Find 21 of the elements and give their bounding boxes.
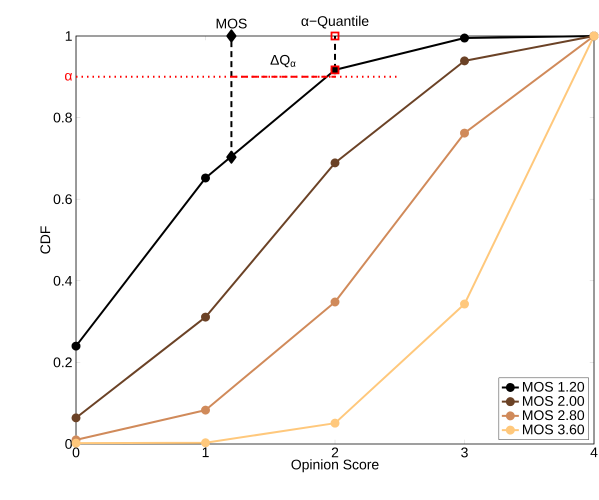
x-tick-label: 3 (461, 447, 468, 458)
legend-label: MOS 2.00 (522, 396, 584, 406)
x-tick-label: 1 (202, 448, 209, 458)
x-tick-label: 0 (72, 447, 80, 458)
legend-label: MOS 2.80 (522, 410, 584, 420)
annotation: α (65, 72, 72, 81)
y-tick-label: 0.8 (54, 112, 72, 123)
y-tick-label: 0.2 (54, 357, 72, 368)
x-tick-label: 4 (590, 448, 598, 458)
y-tick-label: 0 (65, 439, 72, 449)
annotation: MOS (216, 18, 247, 28)
y-axis-title: CDF (40, 226, 50, 254)
annotation: ΔQ$_{α}$ (270, 54, 296, 68)
y-tick-label: 0.4 (54, 276, 72, 286)
legend-label: MOS 1.20 (522, 382, 584, 392)
legend-label: MOS 3.60 (522, 424, 584, 434)
x-tick-label: 2 (332, 447, 338, 458)
annotation: α−Quantile (302, 16, 368, 28)
y-tick-label: 1 (66, 31, 72, 41)
y-tick-label: 0.6 (54, 194, 72, 204)
x-axis-title: Opinion Score (291, 459, 379, 472)
